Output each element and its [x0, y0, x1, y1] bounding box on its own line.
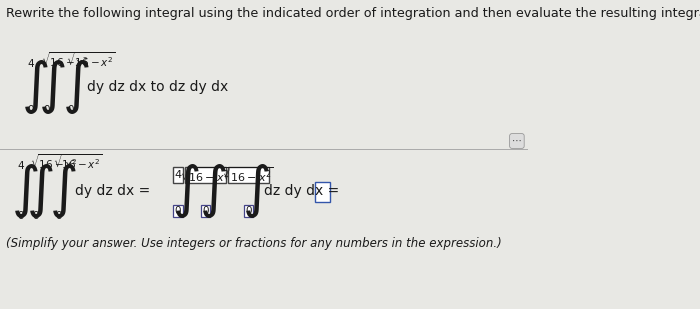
Text: 0: 0: [27, 105, 34, 115]
Bar: [174, 167, 183, 183]
Bar: [244, 205, 253, 217]
Text: Rewrite the following integral using the indicated order of integration and then: Rewrite the following integral using the…: [6, 7, 700, 20]
Text: 4: 4: [175, 170, 182, 180]
Text: $\sqrt{16-x^2}$: $\sqrt{16-x^2}$: [223, 166, 274, 184]
Text: $\int$: $\int$: [27, 162, 54, 220]
Text: 0: 0: [245, 206, 252, 216]
Text: 0: 0: [43, 105, 50, 115]
Text: $\sqrt{16-x^2}$: $\sqrt{16-x^2}$: [30, 153, 80, 171]
Text: $\sqrt{16-x^2}$: $\sqrt{16-x^2}$: [41, 51, 91, 69]
Text: 0: 0: [202, 206, 209, 216]
Text: 0: 0: [55, 211, 62, 221]
Text: $\int$: $\int$: [242, 162, 270, 220]
Text: dy dz dx =: dy dz dx =: [76, 184, 150, 198]
Text: 0: 0: [18, 211, 24, 221]
Text: $\int$: $\int$: [199, 162, 227, 220]
Bar: [173, 205, 183, 217]
Text: 0: 0: [32, 211, 39, 221]
Text: $\sqrt{16-x^2}$: $\sqrt{16-x^2}$: [179, 166, 232, 184]
Text: (Simplify your answer. Use integers or fractions for any numbers in the expressi: (Simplify your answer. Use integers or f…: [6, 237, 502, 250]
Bar: [201, 205, 211, 217]
Text: dz dy dx =: dz dy dx =: [263, 184, 339, 198]
Text: 4: 4: [18, 161, 24, 171]
Bar: [228, 167, 270, 183]
Text: $\int$: $\int$: [62, 58, 90, 116]
Text: $\int$: $\int$: [38, 58, 65, 116]
Text: dy dz dx to dz dy dx: dy dz dx to dz dy dx: [87, 80, 228, 94]
Text: ⋯: ⋯: [512, 136, 522, 146]
Text: $\int$: $\int$: [21, 58, 49, 116]
Text: $\int$: $\int$: [49, 162, 76, 220]
Text: 0: 0: [68, 105, 74, 115]
Text: 0: 0: [175, 206, 181, 216]
Text: $\int$: $\int$: [172, 162, 199, 220]
Text: $\sqrt{16-x^2}$: $\sqrt{16-x^2}$: [52, 153, 102, 171]
Text: $\int$: $\int$: [11, 162, 39, 220]
Text: 4: 4: [27, 59, 34, 69]
Text: $\sqrt{16-x^2}$: $\sqrt{16-x^2}$: [66, 51, 116, 69]
Bar: [315, 182, 330, 202]
Bar: [185, 167, 226, 183]
